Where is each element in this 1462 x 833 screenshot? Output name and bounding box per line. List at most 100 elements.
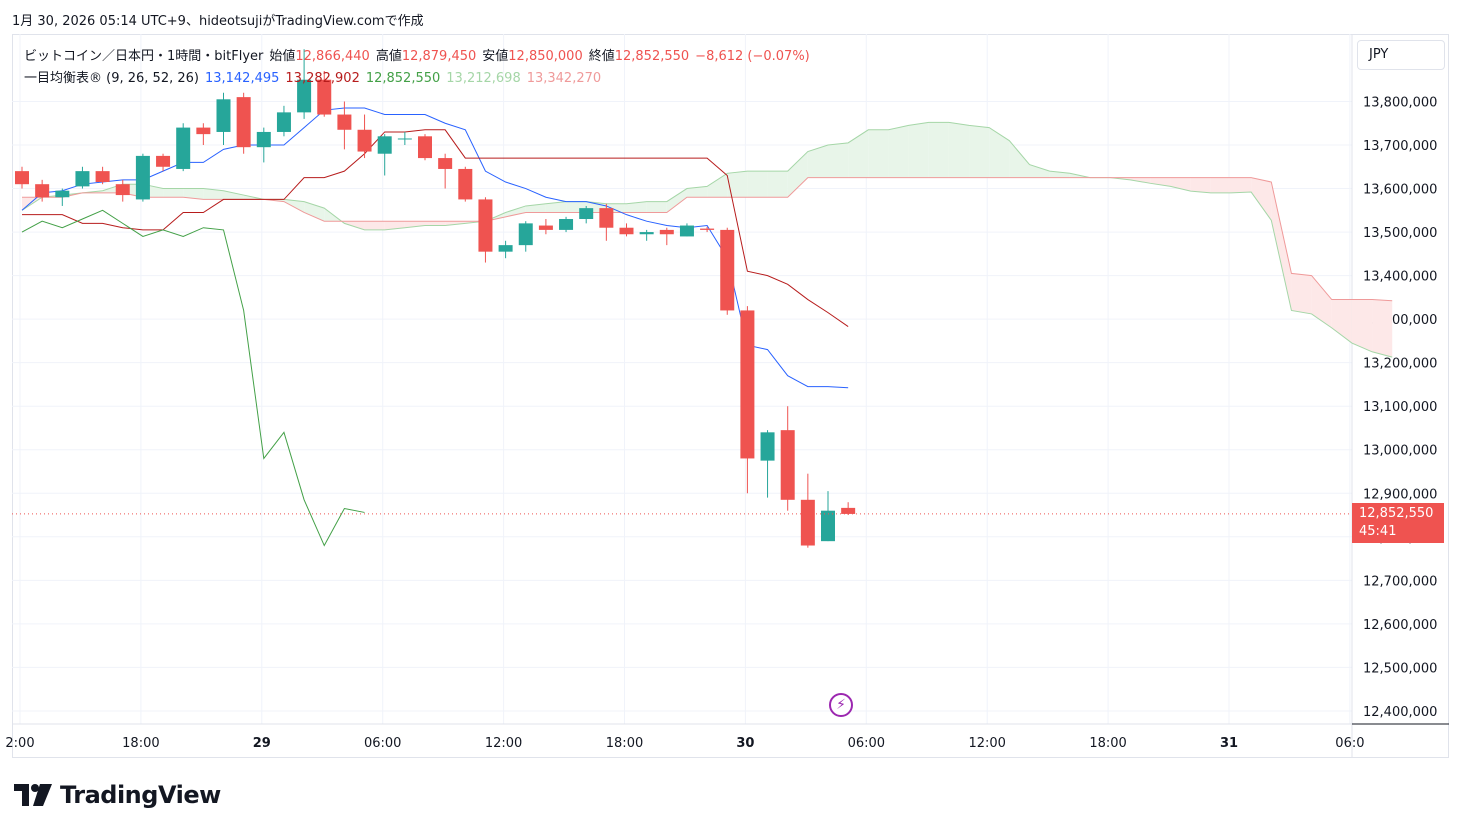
kumo-segment [384, 221, 405, 230]
kumo-segment [445, 221, 466, 226]
kumo-segment [969, 125, 990, 178]
x-tick-label: 06:0 [1335, 736, 1364, 751]
legend-high: 12,879,450 [401, 49, 477, 64]
chikou-span [21, 209, 365, 547]
y-tick-label: 13,000,000 [1363, 444, 1437, 459]
kumo-segment [203, 188, 224, 200]
y-tick-label: 12,700,000 [1363, 574, 1437, 589]
kumo-segment [1009, 140, 1030, 178]
chikou-value: 12,852,550 [365, 71, 441, 86]
candle-body-down [800, 499, 815, 546]
legend-ohlc: ビットコイン／日本円・1時間・bitFlyer 始値12,866,440 高値12,… [24, 45, 816, 64]
kumo-segment [747, 171, 768, 198]
candle-body-down [317, 79, 332, 115]
candle-body-down [720, 229, 735, 311]
y-tick-label: 12,600,000 [1363, 618, 1437, 633]
kumo-segment [344, 221, 365, 230]
candle-body-up [679, 225, 694, 237]
candle-body-up [579, 208, 594, 220]
kumo-segment [1029, 164, 1050, 178]
kumo-segment [425, 221, 446, 226]
chart-caption: 1月 30, 2026 05:14 UTC+9、hideotsujiがTradi… [12, 14, 424, 29]
legend-high-label: 高値 [375, 49, 402, 64]
x-tick-label: 31 [1220, 736, 1238, 751]
y-tick-label: 13,700,000 [1363, 139, 1437, 154]
logo-text: TradingView [60, 781, 221, 809]
candle-body-down [357, 129, 372, 152]
lightning-icon[interactable]: ⚡ [829, 693, 853, 717]
tv-logo-icon [14, 784, 52, 806]
legend-symbol[interactable]: ビットコイン／日本円・1時間・bitFlyer [24, 49, 264, 64]
kumo-segment [545, 201, 567, 213]
kumo-segment [1190, 177, 1211, 193]
kumo-segment [505, 205, 526, 217]
kijun-sen [22, 129, 849, 327]
x-tick-label: 06:00 [364, 736, 401, 751]
y-tick-label: 13,600,000 [1363, 183, 1437, 198]
tradingview-logo[interactable]: TradingView [14, 781, 221, 809]
kumo-segment [787, 151, 808, 198]
candle-body-up [498, 245, 513, 252]
x-tick-label: 30 [736, 736, 754, 751]
kumo-segment [1291, 273, 1312, 314]
ichimoku-name[interactable]: 一目均衡表® (9, 26, 52, 26) [24, 71, 199, 86]
tenkan-value: 13,142,495 [204, 71, 280, 86]
bar-countdown: 45:41 [1359, 524, 1397, 539]
legend-change: −8,612 (−0.07%) [695, 49, 810, 64]
candle-body-up [377, 136, 392, 154]
kumo-segment [1331, 299, 1352, 344]
x-tick-label: 18:00 [122, 736, 159, 751]
kijun-value: 13,282,902 [285, 71, 360, 86]
candle-body-down [156, 155, 171, 167]
kumo-segment [888, 125, 909, 178]
candle-body-up [297, 79, 312, 113]
candle-body-down [841, 507, 856, 514]
y-tick-label: 13,400,000 [1363, 270, 1437, 285]
candle-body-up [276, 112, 291, 132]
legend-low: 12,850,000 [508, 49, 583, 64]
tenkan-sen [21, 107, 849, 389]
kumo-segment [1231, 177, 1252, 193]
currency-button[interactable]: JPY [1357, 40, 1445, 70]
y-tick-label: 12,900,000 [1363, 487, 1437, 502]
x-tick-label: 06:00 [848, 736, 885, 751]
kumo-segment [707, 173, 728, 198]
kumo-segment [1170, 177, 1191, 192]
y-tick-label: 13,200,000 [1363, 357, 1437, 372]
kumo-segment [1271, 182, 1292, 311]
candle-body-up [518, 223, 533, 246]
y-tick-label: 12,400,000 [1363, 705, 1437, 720]
kumo-segment [1251, 177, 1272, 221]
legend-close-label: 終値 [588, 49, 615, 64]
kumo-segment [626, 201, 647, 213]
x-tick-label: 2:00 [5, 736, 34, 751]
kumo-segment [364, 221, 385, 230]
candle-body-up [559, 219, 574, 230]
legend-close: 12,852,550 [614, 49, 690, 64]
candle-body-up [75, 171, 90, 187]
candle-body-up [256, 131, 271, 148]
kumo-segment [928, 122, 949, 178]
candle-body-down [619, 227, 634, 235]
span-a-value: 13,212,698 [446, 71, 521, 86]
y-tick-label: 12,500,000 [1363, 661, 1437, 676]
span-b-value: 13,342,270 [526, 71, 602, 86]
x-tick-label: 12:00 [968, 736, 1005, 751]
x-tick-label: 29 [253, 736, 271, 751]
candle-body-down [538, 225, 553, 230]
candle-body-down [780, 430, 795, 500]
candle-body-up [216, 99, 231, 132]
kumo-segment [223, 190, 244, 200]
x-tick-label: 12:00 [485, 736, 522, 751]
candle-body-up [821, 510, 835, 542]
x-tick-label: 18:00 [1089, 736, 1126, 751]
candle-body-down [418, 136, 432, 159]
kumo-segment [525, 203, 546, 213]
legend-open-label: 始値 [269, 49, 296, 64]
candle-body-down [35, 184, 50, 198]
kumo-segment [908, 122, 929, 178]
kumo-segment [1049, 171, 1070, 178]
last-price: 12,852,550 [1359, 506, 1434, 521]
senkou-span-a [21, 121, 1393, 358]
